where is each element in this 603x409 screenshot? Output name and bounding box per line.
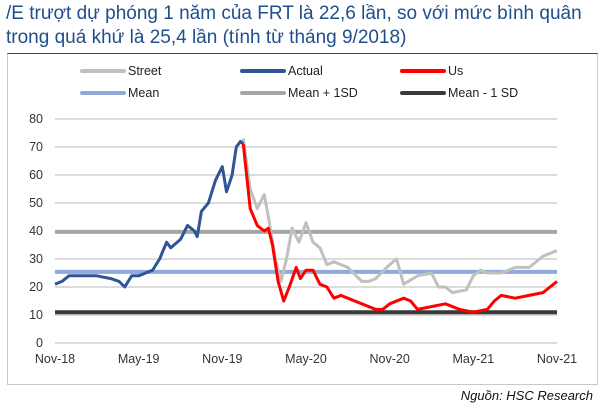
- legend-item-mean-plus-1sd: Mean + 1SD: [240, 86, 400, 100]
- legend-swatch: [80, 91, 126, 95]
- legend-swatch: [240, 69, 286, 73]
- x-tick-label: Nov-18: [35, 352, 75, 366]
- y-tick-label: 60: [29, 168, 43, 182]
- y-tick-label: 70: [29, 140, 43, 154]
- legend-item-actual: Actual: [240, 64, 400, 78]
- legend-item-us: Us: [400, 64, 560, 78]
- legend: Street Actual Us Mean Mean + 1SD Mean - …: [80, 64, 560, 100]
- x-tick-label: May-19: [118, 352, 160, 366]
- series-line-street: [241, 138, 558, 295]
- source-note: Nguồn: HSC Research: [460, 388, 593, 403]
- y-tick-label: 0: [36, 336, 43, 350]
- y-tick-label: 20: [29, 280, 43, 294]
- x-tick-label: May-21: [452, 352, 494, 366]
- y-tick-label: 10: [29, 308, 43, 322]
- y-tick-label: 80: [29, 112, 43, 126]
- series-line-us: [241, 144, 558, 314]
- y-tick-label: 40: [29, 224, 43, 238]
- chart-title: /E trượt dự phóng 1 năm của FRT là 22,6 …: [6, 3, 582, 48]
- x-tick-label: Nov-21: [537, 352, 577, 366]
- legend-label: Street: [128, 64, 162, 78]
- legend-label: Us: [448, 64, 464, 78]
- y-tick-label: 50: [29, 196, 43, 210]
- legend-swatch: [400, 91, 446, 95]
- legend-item-street: Street: [80, 64, 240, 78]
- x-tick-label: Nov-19: [202, 352, 242, 366]
- legend-label: Mean: [128, 86, 160, 100]
- legend-swatch: [400, 69, 446, 73]
- legend-label: Mean + 1SD: [288, 86, 358, 100]
- legend-item-mean-minus-1sd: Mean - 1 SD: [400, 86, 560, 100]
- legend-label: Mean - 1 SD: [448, 86, 519, 100]
- x-tick-label: May-20: [285, 352, 327, 366]
- chart-frame: [7, 53, 598, 385]
- y-tick-label: 30: [29, 252, 43, 266]
- legend-item-mean: Mean: [80, 86, 240, 100]
- x-tick-label: Nov-20: [370, 352, 410, 366]
- legend-swatch: [80, 69, 126, 73]
- legend-swatch: [240, 91, 286, 95]
- series-line-actual: [54, 139, 245, 289]
- legend-label: Actual: [288, 64, 323, 78]
